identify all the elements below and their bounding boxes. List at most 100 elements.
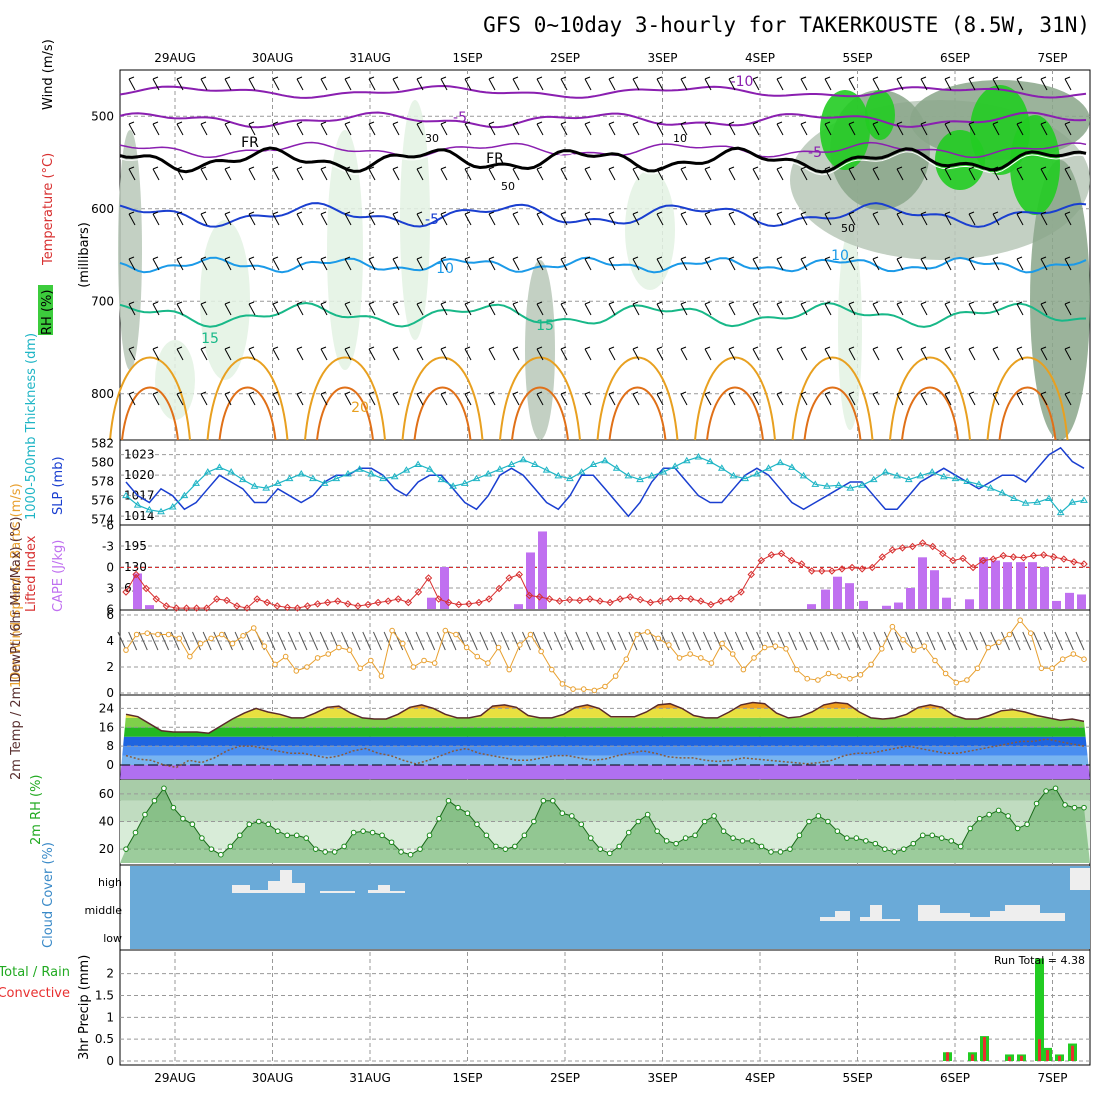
wind-barb-flag bbox=[320, 166, 327, 170]
cape-bar bbox=[1040, 567, 1049, 609]
wind-barb-flag bbox=[776, 76, 783, 80]
wind-barb bbox=[680, 213, 688, 226]
surface-wind-barb bbox=[266, 631, 276, 651]
wind-barb-flag bbox=[320, 301, 327, 305]
wind-barb bbox=[560, 123, 568, 136]
surface-wind-barb bbox=[532, 631, 542, 651]
wind-barb bbox=[896, 78, 904, 91]
rh-marker bbox=[464, 810, 471, 817]
wind-barb-flag bbox=[632, 301, 639, 305]
wind-barb-flag bbox=[776, 301, 783, 305]
wind-barb bbox=[224, 258, 232, 271]
wind-barb-flag bbox=[848, 166, 855, 170]
wind-barb bbox=[272, 303, 280, 316]
rh-marker bbox=[218, 851, 224, 858]
wind-barb-flag bbox=[416, 391, 423, 395]
wind-barb bbox=[824, 213, 832, 226]
wind-barb-flag bbox=[584, 301, 591, 305]
cloud-high-label: high bbox=[98, 876, 122, 889]
wind-barb bbox=[200, 213, 208, 226]
wind-barb-flag bbox=[992, 166, 999, 170]
wind-speed-marker bbox=[304, 664, 310, 670]
wind-barb-flag bbox=[800, 211, 807, 215]
middle-cloud bbox=[918, 905, 940, 921]
cape-label: CAPE (J/kg) bbox=[51, 540, 66, 612]
wind-barb bbox=[776, 213, 784, 226]
wind-speed-marker bbox=[421, 657, 427, 664]
wind-barb-flag bbox=[200, 346, 207, 350]
wind-barb-flag bbox=[416, 211, 423, 215]
precip-conv-bar bbox=[1038, 1039, 1041, 1061]
thickness-marker bbox=[799, 471, 808, 479]
wind-barb bbox=[200, 393, 208, 406]
cloud-low-label: low bbox=[103, 932, 122, 945]
wind-speed-marker bbox=[442, 627, 449, 634]
wind-barb-flag bbox=[224, 166, 231, 170]
wind-barb-flag bbox=[176, 301, 183, 305]
wind-barb bbox=[1040, 213, 1048, 226]
wind-barb-flag bbox=[704, 301, 711, 305]
thickness-marker bbox=[542, 466, 551, 473]
wind-speed-marker bbox=[942, 670, 949, 677]
wind-barb bbox=[440, 168, 448, 181]
surface-wind-barb bbox=[841, 631, 851, 651]
wind-barb-flag bbox=[296, 301, 303, 305]
rh-high-shading bbox=[820, 90, 870, 170]
wind-speed-marker bbox=[495, 644, 502, 651]
wind-barb-flag bbox=[224, 121, 231, 125]
upper-air-labels: (millibars) Wind (m/s) Temperature (°C) … bbox=[38, 39, 92, 335]
wind-barb bbox=[128, 393, 136, 406]
wind-barb bbox=[488, 348, 496, 361]
wind-barb bbox=[776, 78, 784, 91]
surface-wind-barb bbox=[341, 631, 350, 651]
middle-cloud bbox=[940, 913, 970, 921]
li-marker bbox=[344, 600, 352, 608]
wind-barb bbox=[248, 348, 256, 361]
wind-speed-marker bbox=[783, 646, 789, 652]
precip-conv-bar bbox=[971, 1054, 974, 1061]
wind-barb bbox=[896, 303, 904, 316]
temp2m-label: 2m Temp / 2m DewPt (6hr Min/Max) (°C) bbox=[9, 517, 24, 780]
wind-barb bbox=[488, 123, 496, 136]
surface-wind-barb bbox=[426, 631, 436, 651]
li-marker bbox=[999, 551, 1008, 560]
thickness-tick: 582 bbox=[91, 437, 114, 451]
wind-barb bbox=[416, 78, 424, 91]
rh-marker bbox=[512, 843, 518, 850]
temp-contour-20 bbox=[499, 356, 581, 441]
li-marker bbox=[687, 595, 695, 603]
li-marker bbox=[535, 593, 544, 601]
wind-barb bbox=[248, 168, 256, 181]
wind-speed-marker bbox=[719, 640, 725, 647]
rh-marker bbox=[208, 846, 215, 852]
wind-barb-flag bbox=[752, 121, 759, 125]
wind-speed-marker bbox=[250, 625, 257, 631]
precip-tick: 1 bbox=[106, 1010, 114, 1024]
cape-bar bbox=[526, 552, 535, 609]
wind-barb-flag bbox=[200, 76, 207, 80]
wind-barb-flag bbox=[728, 256, 735, 260]
wind-barb-flag bbox=[248, 346, 255, 350]
li-marker bbox=[727, 595, 735, 603]
wind-speed-marker bbox=[591, 687, 598, 694]
wind-barb bbox=[944, 348, 952, 361]
wind-barb-flag bbox=[176, 256, 183, 260]
rh-marker bbox=[227, 843, 234, 850]
wind-barb bbox=[632, 393, 640, 406]
wind-barb bbox=[968, 303, 976, 316]
cape-bar bbox=[979, 557, 988, 609]
wind-barb bbox=[728, 78, 736, 91]
li-marker bbox=[374, 598, 382, 607]
wind-barb-flag bbox=[872, 121, 879, 125]
wind-barb-flag bbox=[1016, 346, 1023, 350]
wind-barb-flag bbox=[392, 76, 399, 80]
wind-barb bbox=[632, 213, 640, 226]
surface-wind-barb bbox=[990, 631, 1000, 651]
wind-barb-flag bbox=[896, 256, 903, 260]
li-marker bbox=[868, 563, 876, 572]
wind-barb bbox=[512, 168, 520, 181]
wind-barb-flag bbox=[1064, 391, 1071, 395]
rh-shading bbox=[625, 170, 675, 290]
wind-barb-flag bbox=[1016, 391, 1023, 395]
wind-barb bbox=[944, 213, 952, 226]
